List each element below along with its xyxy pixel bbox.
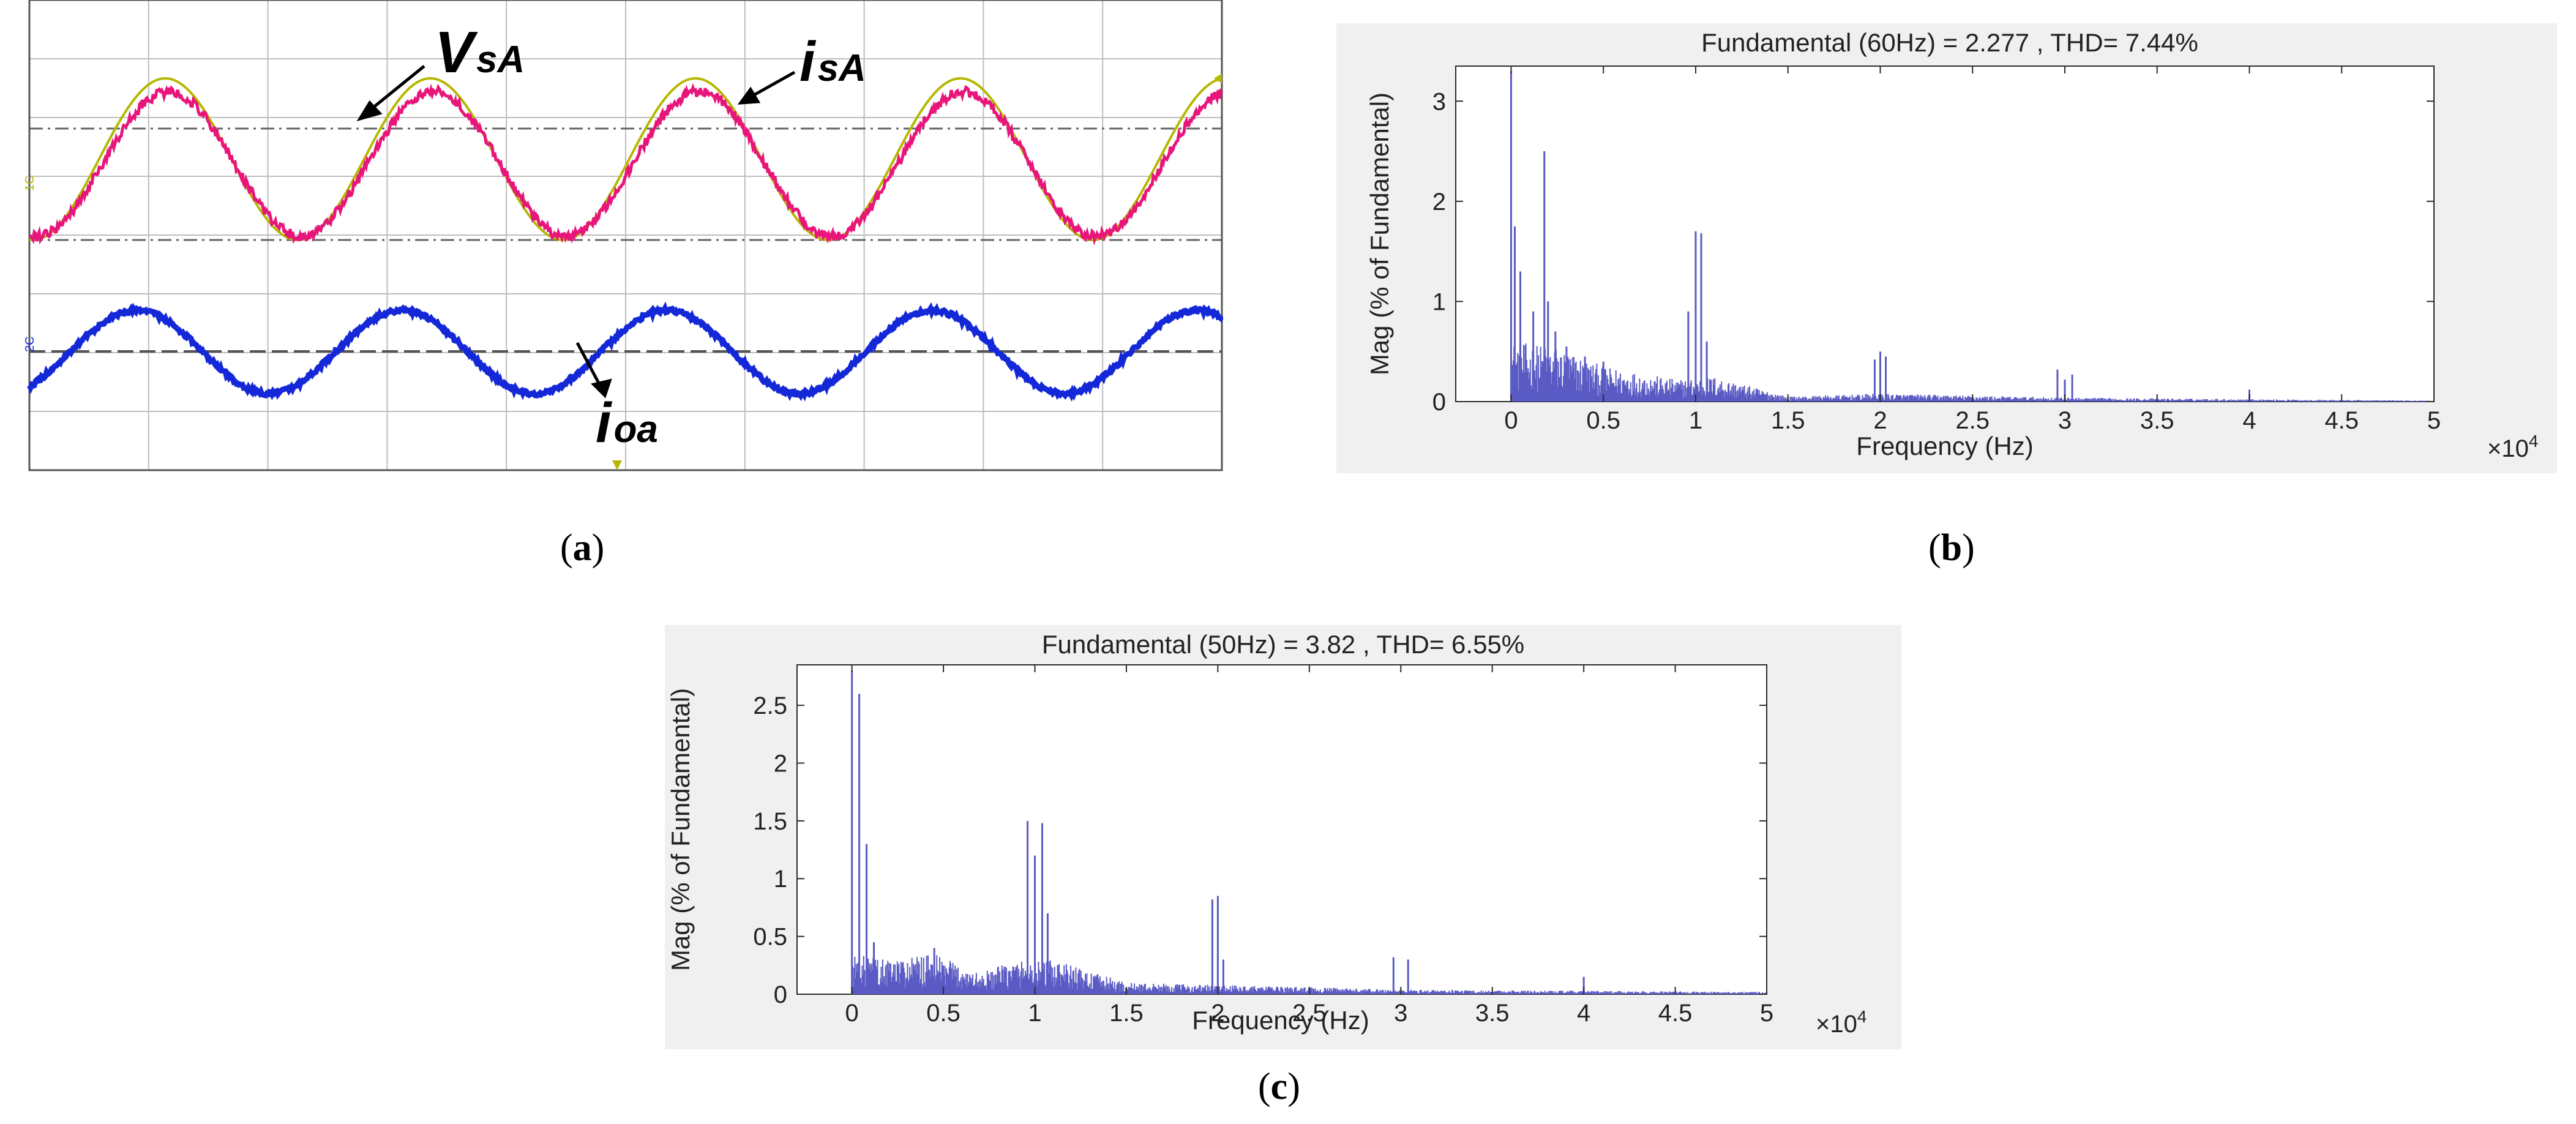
trigger-marker-bottom [612,460,622,470]
chart-c-ytick-label: 0 [774,981,787,1008]
chart-c-xlabel: Frequency (Hz) [1192,1006,1369,1035]
chart-b-xtick-label: 2 [1873,407,1887,434]
chart-b-ylabel: Mag (% of Fundamental) [1365,92,1394,375]
trigger-marker-right [1214,73,1222,83]
chart-b-ticks: 0 0.5 1 1.5 2 2.5 3 3.5 4 4.5 5 0 1 2 3 [1432,66,2441,434]
chart-c-x-multiplier: ×104 [1816,1007,1866,1038]
chart-c-ytick-label: 2 [774,750,787,777]
chart-b-xlabel: Frequency (Hz) [1856,432,2033,460]
chart-c-xtick-label: 3.5 [1475,1000,1510,1027]
chart-c-xtick-label: 2.5 [1292,1000,1327,1027]
annotation-arrows [356,65,796,399]
chart-b-ytick-label: 0 [1432,389,1446,416]
ioa-label: ioa [596,392,658,454]
chart-b-xtick-label: 3.5 [2140,407,2174,434]
chart-c-bars [851,670,1767,994]
panel-label-a: (a) [560,527,605,569]
fft-chart-b: Fundamental (60Hz) = 2.277 , THD= 7.44% … [1336,23,2557,473]
chart-c-xtick-label: 2 [1211,1000,1224,1027]
chart-c-axes [796,664,1767,995]
chart-c-ytick-label: 1 [774,866,787,893]
panel-label-c: (c) [1258,1066,1300,1107]
chart-c-xtick-label: 1.5 [1109,1000,1144,1027]
chart-b-axes [1455,66,2435,402]
chart-b-xtick-label: 3 [2058,407,2072,434]
chart-b-x-multiplier: ×104 [2487,432,2538,462]
ioa-waveform [27,301,1223,402]
chart-c-xtick-label: 4 [1577,1000,1590,1027]
chart-b-ytick-label: 2 [1432,189,1446,215]
chart-b-xtick-label: 4 [2242,407,2256,434]
chart-c-ytick-label: 2.5 [753,692,787,719]
chart-c-xtick-label: 1 [1028,1000,1041,1027]
chart-b-xtick-label: 4.5 [2324,407,2359,434]
chart-c-ticks: 0 0.5 1 1.5 2 2.5 3 3.5 4 4.5 5 0 0.5 1 1.5 2 2.5 [753,665,1773,1027]
chart-c-ylabel: Mag (% of Fundamental) [666,688,695,971]
chart-c-xtick-label: 3 [1394,1000,1407,1027]
channel-1-marker: 1C [23,175,37,191]
chart-b-title: Fundamental (60Hz) = 2.277 , THD= 7.44% [1701,28,2198,57]
chart-b-xtick-label: 1 [1689,407,1702,434]
chart-c-xtick-label: 4.5 [1658,1000,1693,1027]
isa-waveform [29,83,1223,246]
chart-b-ytick-label: 3 [1432,88,1446,115]
chart-c-title: Fundamental (50Hz) = 3.82 , THD= 6.55% [1042,630,1524,659]
isa-label: isA [799,31,866,93]
scope-grid [29,0,1222,470]
chart-b-xtick-label: 0 [1504,407,1518,434]
panel-label-b: (b) [1928,527,1975,569]
chart-c-xtick-label: 5 [1760,1000,1773,1027]
chart-b-xtick-label: 5 [2427,407,2441,434]
oscilloscope-plot: 1C 2C VsA isA ioa [23,0,1223,471]
chart-c-xtick-label: 0.5 [926,1000,960,1027]
chart-b-xtick-label: 0.5 [1586,407,1620,434]
chart-b-ytick-label: 1 [1432,288,1446,315]
vsa-label: VsA [435,20,525,85]
chart-c-ytick-label: 1.5 [753,808,787,835]
fft-chart-c: Fundamental (50Hz) = 3.82 , THD= 6.55% 0… [665,625,1901,1049]
chart-b-xtick-label: 1.5 [1771,407,1805,434]
chart-c-ytick-label: 0.5 [753,924,787,951]
chart-b-xtick-label: 2.5 [1955,407,1990,434]
channel-2-marker: 2C [23,336,37,352]
chart-c-xtick-label: 0 [845,1000,859,1027]
scope-waves [27,77,1223,402]
chart-b-bars [1510,71,2435,402]
